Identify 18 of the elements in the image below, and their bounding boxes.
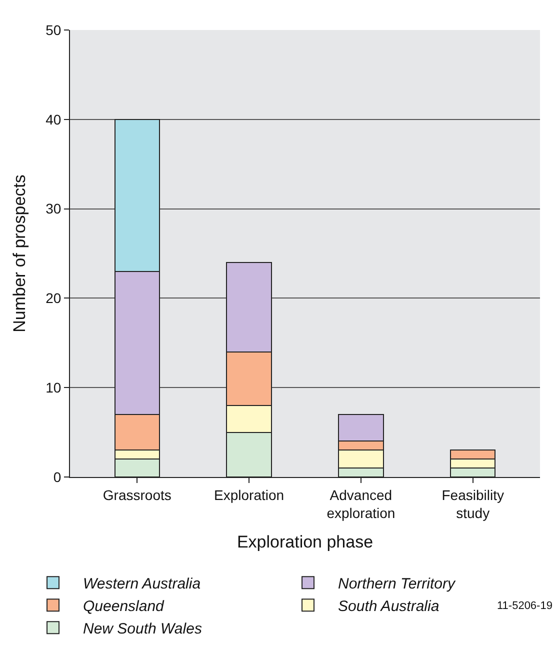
y-axis-title: Number of prospects xyxy=(10,174,30,332)
legend-label: Northern Territory xyxy=(338,576,456,592)
legend-label: New South Wales xyxy=(83,620,202,638)
legend-label: Queensland xyxy=(83,598,165,615)
y-tick-label: 20 xyxy=(46,290,62,306)
x-tick-label: Grassroots xyxy=(102,486,172,503)
x-tick-label: Advanced exploration xyxy=(326,486,396,521)
legend-label: South Australia xyxy=(338,598,440,615)
y-tick-label: 10 xyxy=(46,380,62,396)
y-tick-label: 50 xyxy=(46,22,62,38)
x-axis-title: Exploration phase xyxy=(236,532,374,552)
x-tick-label: Feasibility study xyxy=(442,486,504,521)
text: 11-5206-19 xyxy=(497,600,552,612)
x-tick-label: Exploration xyxy=(214,486,284,503)
legend-label: Western Australia xyxy=(83,576,201,592)
y-tick-label: 30 xyxy=(46,200,62,217)
y-tick-label: 40 xyxy=(46,111,62,128)
y-tick-label: 0 xyxy=(53,468,62,485)
